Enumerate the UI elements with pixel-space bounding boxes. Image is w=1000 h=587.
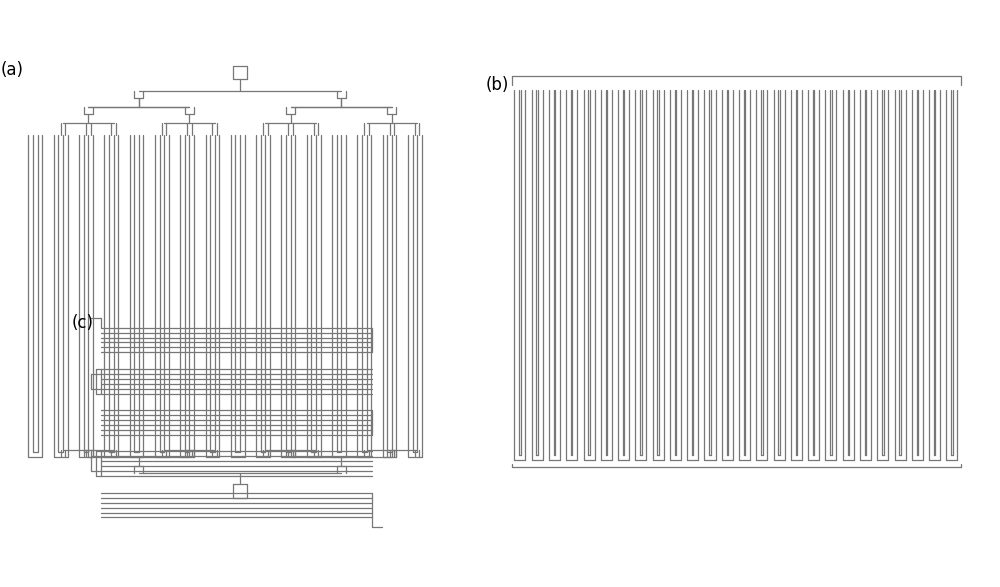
Text: (a): (a) <box>1 61 24 79</box>
Text: (b): (b) <box>486 76 509 93</box>
Text: (c): (c) <box>72 315 94 332</box>
